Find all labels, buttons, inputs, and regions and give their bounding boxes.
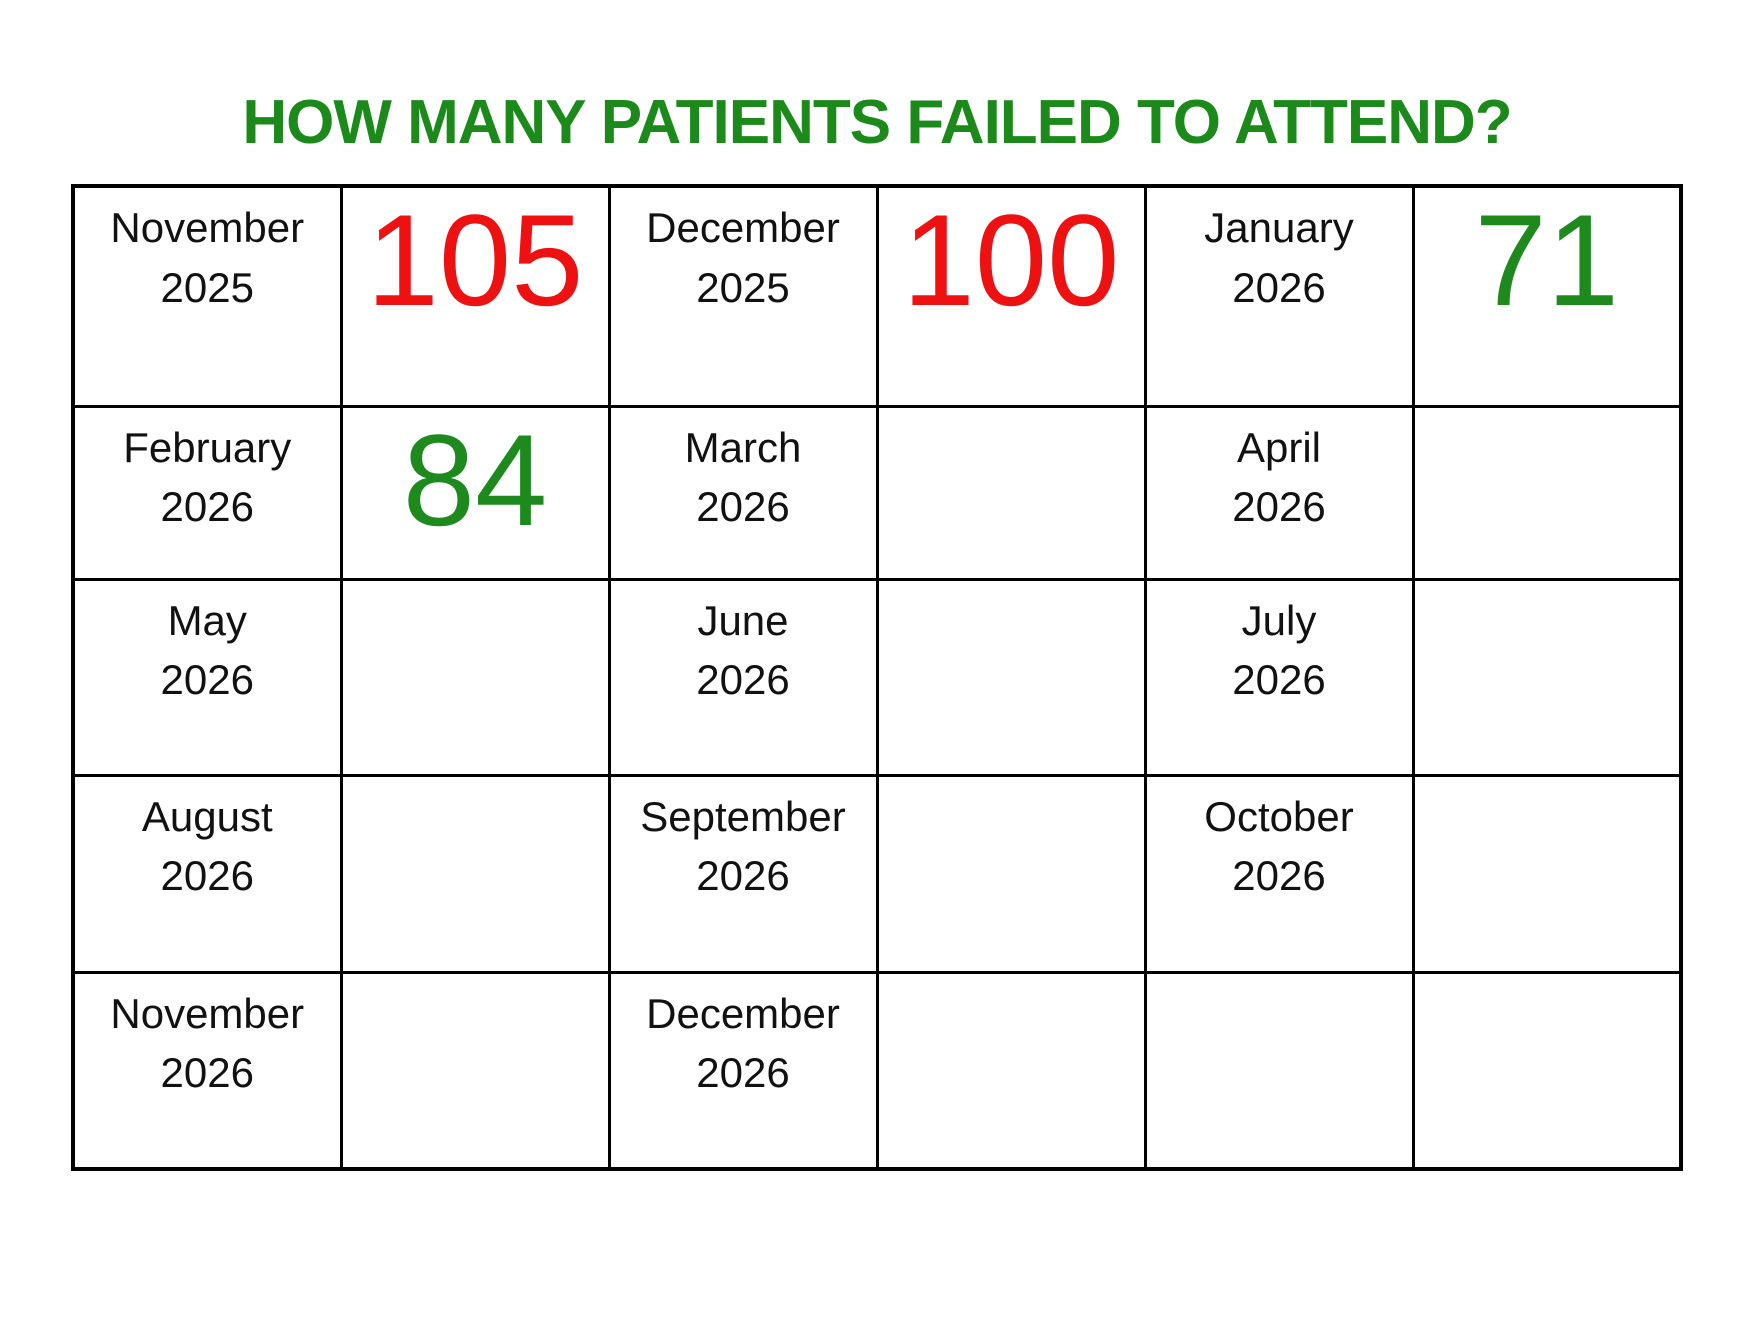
- table-row: November 2025 105 December 2025 100 Janu…: [71, 184, 1683, 408]
- month-name: October: [1204, 792, 1354, 840]
- month-year: 2026: [160, 656, 254, 704]
- empty-cell: [1411, 404, 1683, 581]
- month-name: April: [1236, 423, 1322, 471]
- month-year: 2026: [696, 656, 790, 704]
- month-cell-september-2026: September 2026: [607, 773, 879, 974]
- value-text: 105: [366, 187, 584, 333]
- month-year: 2025: [160, 263, 254, 311]
- empty-cell: [1411, 773, 1683, 974]
- table-row: May 2026 June 2026 July 2026: [71, 577, 1683, 777]
- month-cell-july-2026: July 2026: [1143, 577, 1415, 777]
- month-year: 2026: [1232, 656, 1326, 704]
- table-row: August 2026 September 2026 October 2026: [71, 773, 1683, 974]
- month-year: 2026: [1232, 852, 1326, 900]
- month-name: September: [640, 792, 846, 840]
- month-name: July: [1241, 596, 1317, 644]
- empty-cell: [1411, 577, 1683, 777]
- empty-cell: [339, 970, 611, 1171]
- month-name: May: [167, 596, 247, 644]
- month-cell-december-2025: December 2025: [607, 184, 879, 408]
- empty-cell: [339, 773, 611, 974]
- month-year: 2026: [160, 1049, 254, 1097]
- month-name: November: [110, 989, 305, 1037]
- slide-root: HOW MANY PATIENTS FAILED TO ATTEND? Nove…: [0, 92, 1754, 1332]
- empty-cell: [1143, 970, 1415, 1171]
- month-year: 2026: [160, 483, 254, 531]
- month-name: February: [123, 423, 292, 471]
- month-name: August: [141, 792, 273, 840]
- empty-cell: [339, 577, 611, 777]
- empty-cell: [875, 404, 1147, 581]
- table-row: November 2026 December 2026: [71, 970, 1683, 1171]
- value-text: 100: [902, 187, 1120, 333]
- value-text: 84: [402, 406, 548, 553]
- month-year: 2025: [696, 263, 790, 311]
- value-cell-december-2025: 100: [875, 184, 1147, 408]
- month-year: 2026: [696, 1049, 790, 1097]
- value-text: 71: [1474, 187, 1620, 333]
- month-cell-may-2026: May 2026: [71, 577, 343, 777]
- month-cell-april-2026: April 2026: [1143, 404, 1415, 581]
- month-year: 2026: [696, 483, 790, 531]
- month-name: November: [110, 204, 305, 251]
- month-cell-january-2026: January 2026: [1143, 184, 1415, 408]
- empty-cell: [1411, 970, 1683, 1171]
- month-cell-november-2025: November 2025: [71, 184, 343, 408]
- value-cell-february-2026: 84: [339, 404, 611, 581]
- page-title: HOW MANY PATIENTS FAILED TO ATTEND?: [242, 88, 1512, 157]
- month-name: January: [1204, 204, 1354, 251]
- month-year: 2026: [696, 852, 790, 900]
- empty-cell: [875, 773, 1147, 974]
- month-year: 2026: [160, 852, 254, 900]
- month-year: 2026: [1232, 263, 1326, 311]
- month-name: December: [646, 989, 840, 1037]
- empty-cell: [875, 970, 1147, 1171]
- month-name: March: [684, 423, 802, 471]
- empty-cell: [875, 577, 1147, 777]
- month-name: December: [646, 204, 840, 251]
- month-year: 2026: [1232, 483, 1326, 531]
- month-cell-june-2026: June 2026: [607, 577, 879, 777]
- table-row: February 2026 84 March 2026 April 2026: [71, 404, 1683, 581]
- month-cell-august-2026: August 2026: [71, 773, 343, 974]
- month-name: June: [697, 596, 789, 644]
- month-cell-december-2026: December 2026: [607, 970, 879, 1171]
- month-cell-november-2026: November 2026: [71, 970, 343, 1171]
- month-cell-march-2026: March 2026: [607, 404, 879, 581]
- value-cell-november-2025: 105: [339, 184, 611, 408]
- attendance-table: November 2025 105 December 2025 100 Janu…: [71, 184, 1683, 1171]
- month-cell-october-2026: October 2026: [1143, 773, 1415, 974]
- value-cell-january-2026: 71: [1411, 184, 1683, 408]
- month-cell-february-2026: February 2026: [71, 404, 343, 581]
